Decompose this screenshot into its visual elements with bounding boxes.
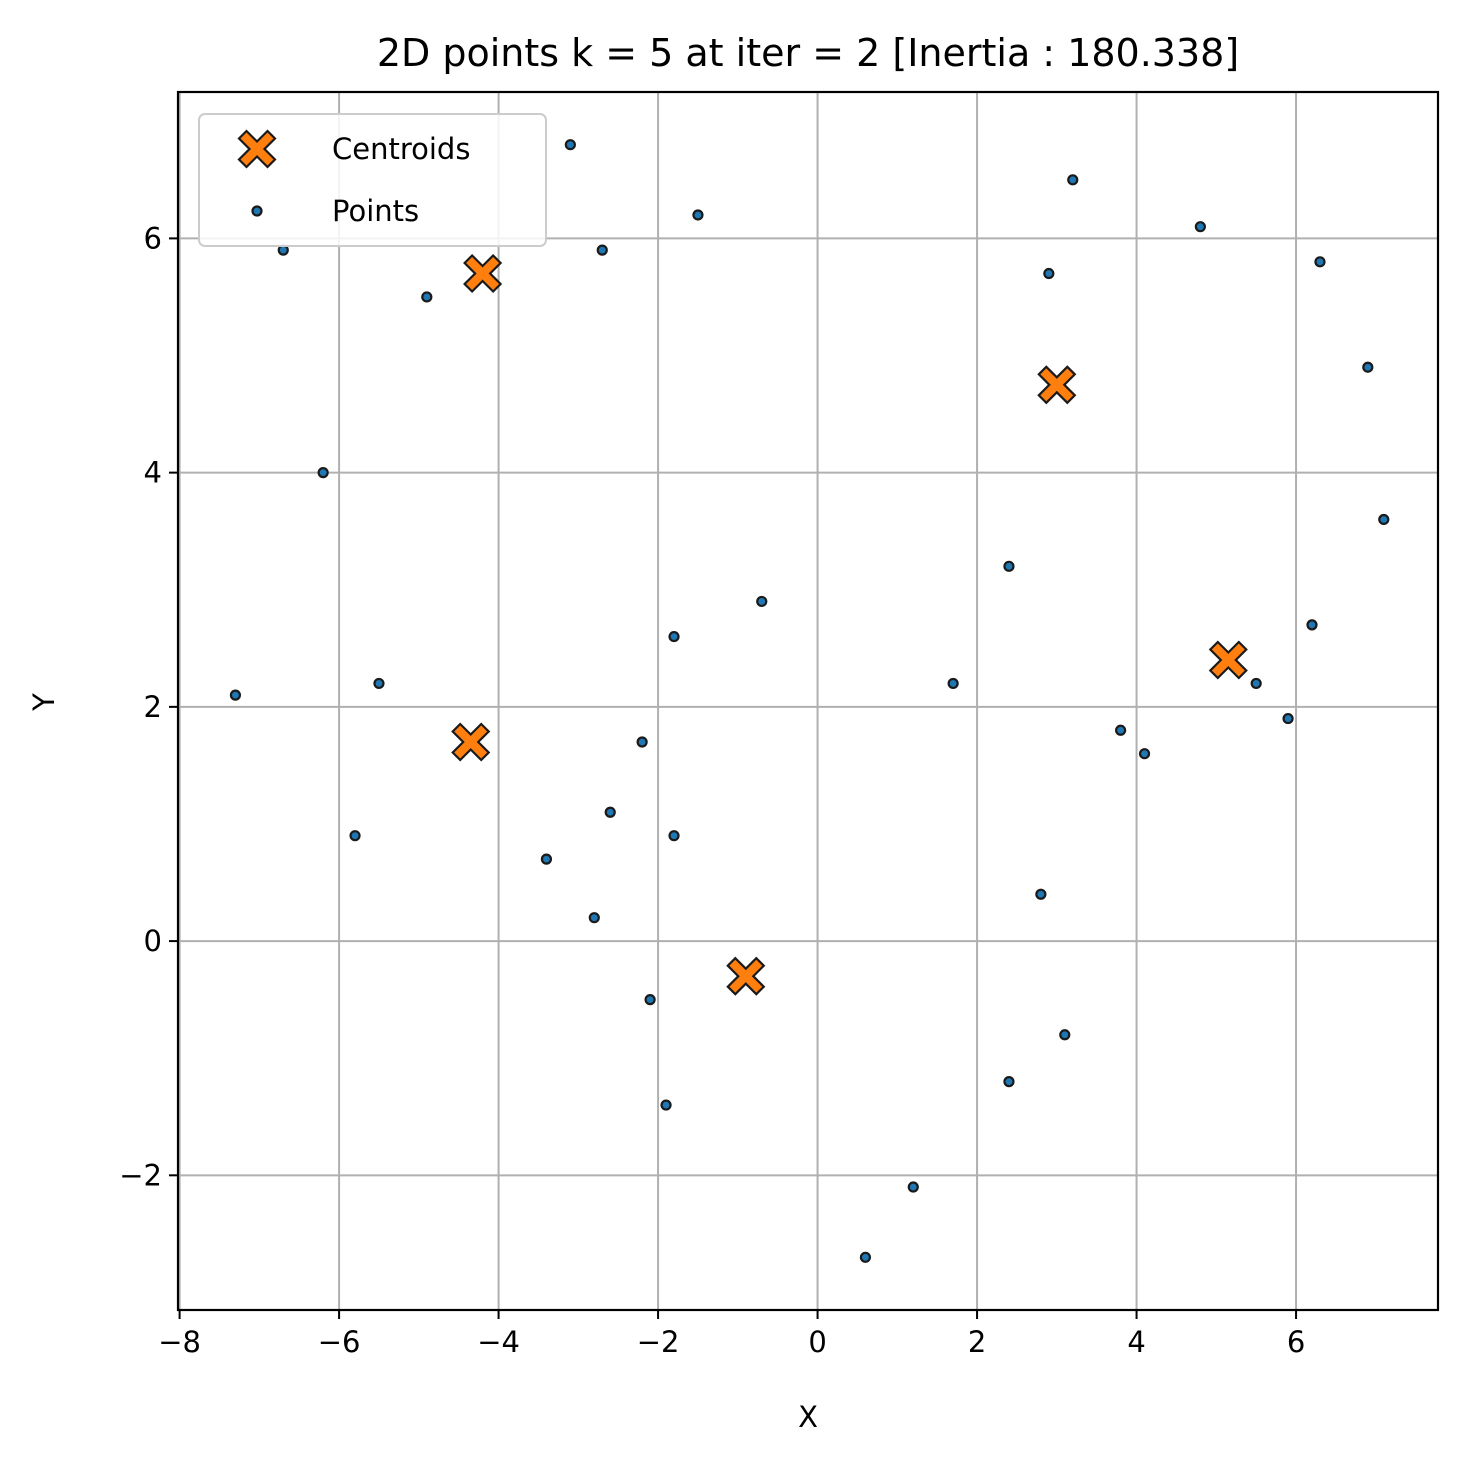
x-tick-label: −8 xyxy=(158,1325,201,1359)
data-point xyxy=(1362,361,1374,373)
plot-frame xyxy=(176,90,1440,1312)
data-point xyxy=(588,912,600,924)
data-point xyxy=(636,736,648,748)
centroid-marker xyxy=(1208,640,1248,680)
data-point xyxy=(859,1251,872,1263)
data-point xyxy=(229,689,242,701)
legend-centroid-x-icon xyxy=(237,129,277,169)
data-point xyxy=(907,1181,919,1193)
x-tick-label: 0 xyxy=(808,1325,826,1359)
data-point xyxy=(421,291,433,303)
data-point xyxy=(1378,513,1390,526)
data-point xyxy=(668,630,680,643)
data-point xyxy=(644,994,656,1006)
data-point xyxy=(604,806,616,818)
data-point xyxy=(1067,174,1079,186)
y-tick-label: 6 xyxy=(144,221,162,255)
data-point xyxy=(668,830,680,842)
y-tick-label: −2 xyxy=(119,1158,162,1192)
centroid-marker xyxy=(451,722,491,762)
data-point xyxy=(1250,677,1262,690)
chart-title: 2D points k = 5 at iter = 2 [Inertia : 1… xyxy=(377,31,1239,75)
grid-lines xyxy=(178,92,1438,1310)
x-axis-label: X xyxy=(798,1400,818,1434)
data-point xyxy=(756,595,768,608)
data-point xyxy=(1059,1029,1071,1041)
x-tick-label: 4 xyxy=(1127,1325,1145,1359)
x-tick-label: −4 xyxy=(477,1325,520,1359)
legend-centroids-marker xyxy=(237,129,277,169)
data-point xyxy=(947,677,959,690)
data-point xyxy=(692,209,704,221)
centroid-marker xyxy=(1037,365,1077,405)
legend-points-marker xyxy=(251,205,263,217)
data-point xyxy=(1314,256,1326,268)
points-series xyxy=(229,139,1390,1263)
legend-box xyxy=(198,113,547,247)
legend: Centroids Points xyxy=(198,113,547,247)
data-point xyxy=(1138,748,1151,760)
y-tick-label: 0 xyxy=(144,924,162,958)
legend-centroids-label: Centroids xyxy=(332,132,470,166)
data-point xyxy=(660,1099,672,1111)
x-tick-label: 2 xyxy=(968,1325,986,1359)
x-tick-label: 6 xyxy=(1287,1325,1305,1359)
data-point xyxy=(564,139,576,151)
legend-point-dot-icon xyxy=(251,205,263,217)
data-point xyxy=(1043,267,1055,280)
data-point xyxy=(1003,560,1015,572)
y-tick-label: 4 xyxy=(144,456,162,490)
y-axis-ticks: −2 0 2 4 6 xyxy=(119,221,178,1192)
x-tick-label: −2 xyxy=(637,1325,680,1359)
data-point xyxy=(1115,724,1127,736)
centroid-marker xyxy=(463,253,503,294)
legend-points-label: Points xyxy=(332,194,419,228)
data-point xyxy=(596,244,608,256)
data-point xyxy=(317,467,329,479)
y-tick-label: 2 xyxy=(144,690,162,724)
data-point xyxy=(1282,712,1294,725)
y-axis-label: Y xyxy=(27,693,61,712)
centroid-marker xyxy=(726,956,766,996)
data-point xyxy=(1035,888,1047,900)
data-point xyxy=(349,830,361,842)
centroids-series xyxy=(451,253,1248,996)
data-point xyxy=(1003,1076,1015,1088)
x-axis-ticks: −8 −6 −4 −2 0 2 4 6 xyxy=(158,1310,1305,1359)
data-point xyxy=(1306,619,1318,631)
data-point xyxy=(540,853,553,865)
x-tick-label: −6 xyxy=(318,1325,361,1359)
data-point xyxy=(373,677,385,690)
data-point xyxy=(1194,221,1206,233)
